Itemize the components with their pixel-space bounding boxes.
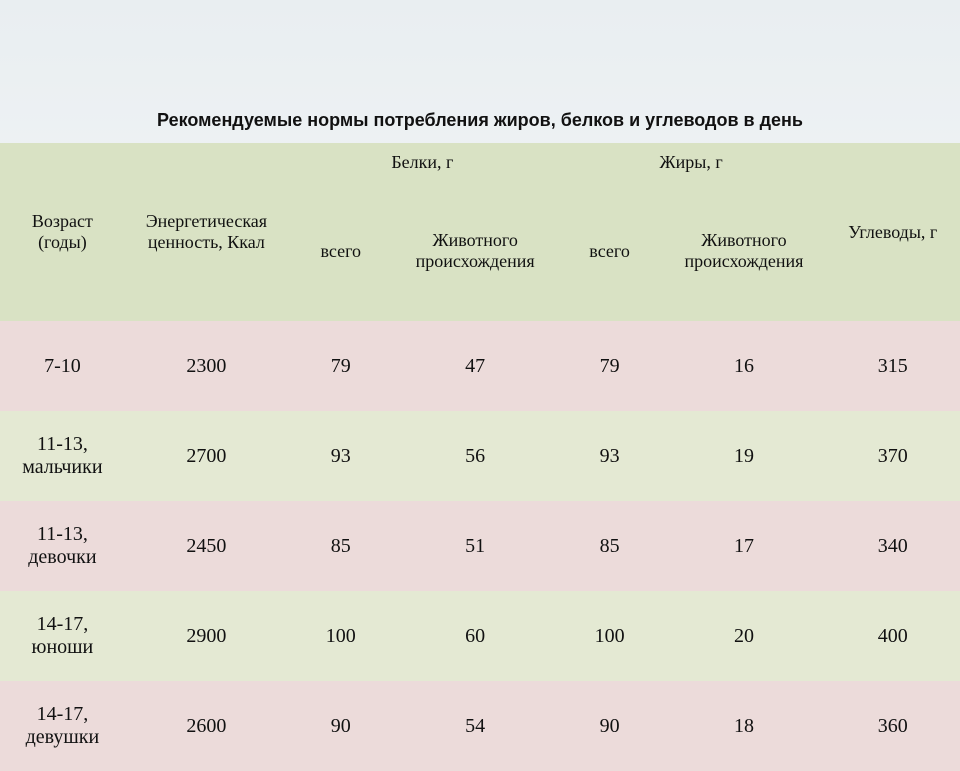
cell-panimal: 60 <box>394 591 557 681</box>
cell-energy: 2900 <box>125 591 288 681</box>
cell-ptotal: 85 <box>288 501 394 591</box>
cell-carbs: 400 <box>826 591 960 681</box>
col-protein-total: всего <box>288 181 394 321</box>
cell-ptotal: 79 <box>288 321 394 411</box>
table-row: 14-17, девушки 2600 90 54 90 18 360 <box>0 681 960 771</box>
cell-ptotal: 100 <box>288 591 394 681</box>
cell-carbs: 370 <box>826 411 960 501</box>
col-fat-animal: Животного происхождения <box>662 181 825 321</box>
cell-fanimal: 20 <box>662 591 825 681</box>
cell-ftotal: 100 <box>557 591 663 681</box>
col-protein-animal: Животного происхождения <box>394 181 557 321</box>
col-carbs: Углеводы, г <box>826 143 960 321</box>
cell-fanimal: 16 <box>662 321 825 411</box>
table-row: 11-13, мальчики 2700 93 56 93 19 370 <box>0 411 960 501</box>
col-protein-group: Белки, г <box>288 143 557 181</box>
nutrition-table: Возраст (годы) Энергетическая ценность, … <box>0 143 960 771</box>
table-row: 11-13, девочки 2450 85 51 85 17 340 <box>0 501 960 591</box>
cell-panimal: 56 <box>394 411 557 501</box>
col-fat-total: всего <box>557 181 663 321</box>
col-fat-group: Жиры, г <box>557 143 826 181</box>
cell-energy: 2450 <box>125 501 288 591</box>
cell-ptotal: 90 <box>288 681 394 771</box>
cell-fanimal: 19 <box>662 411 825 501</box>
cell-energy: 2600 <box>125 681 288 771</box>
table-row: 7-10 2300 79 47 79 16 315 <box>0 321 960 411</box>
cell-panimal: 47 <box>394 321 557 411</box>
cell-carbs: 360 <box>826 681 960 771</box>
cell-age: 11-13, девочки <box>0 501 125 591</box>
cell-ptotal: 93 <box>288 411 394 501</box>
table-body: 7-10 2300 79 47 79 16 315 11-13, мальчик… <box>0 321 960 771</box>
cell-ftotal: 90 <box>557 681 663 771</box>
table-row: 14-17, юноши 2900 100 60 100 20 400 <box>0 591 960 681</box>
col-age: Возраст (годы) <box>0 143 125 321</box>
cell-ftotal: 93 <box>557 411 663 501</box>
cell-fanimal: 18 <box>662 681 825 771</box>
cell-age: 14-17, юноши <box>0 591 125 681</box>
cell-fanimal: 17 <box>662 501 825 591</box>
cell-age: 14-17, девушки <box>0 681 125 771</box>
cell-age: 11-13, мальчики <box>0 411 125 501</box>
cell-carbs: 315 <box>826 321 960 411</box>
cell-energy: 2700 <box>125 411 288 501</box>
cell-ftotal: 85 <box>557 501 663 591</box>
cell-age: 7-10 <box>0 321 125 411</box>
cell-carbs: 340 <box>826 501 960 591</box>
col-energy: Энергетическая ценность, Ккал <box>125 143 288 321</box>
page-title: Рекомендуемые нормы потребления жиров, б… <box>0 0 960 143</box>
cell-ftotal: 79 <box>557 321 663 411</box>
cell-energy: 2300 <box>125 321 288 411</box>
cell-panimal: 54 <box>394 681 557 771</box>
cell-panimal: 51 <box>394 501 557 591</box>
